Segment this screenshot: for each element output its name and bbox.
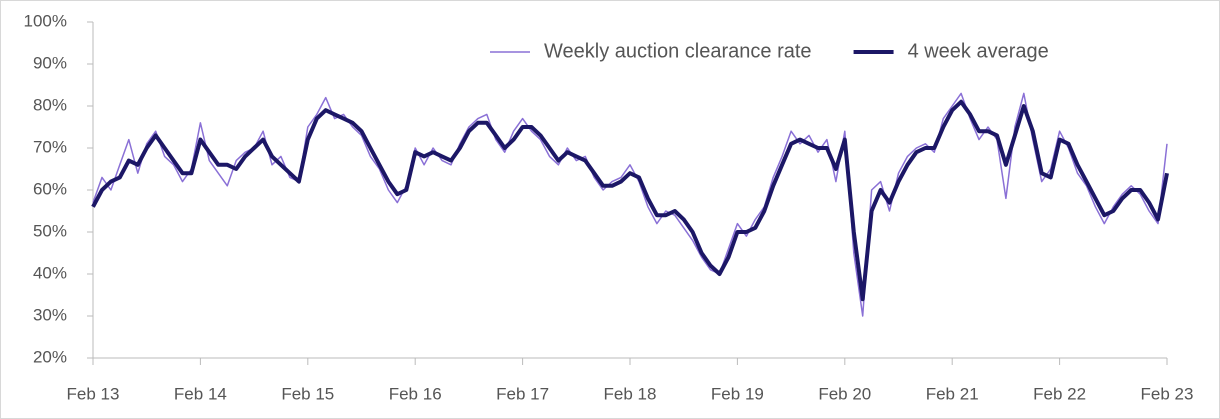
- x-tick-label: Feb 20: [818, 384, 871, 403]
- y-tick-label: 70%: [33, 137, 67, 156]
- x-tick-label: Feb 21: [926, 384, 979, 403]
- y-tick-label: 30%: [33, 305, 67, 324]
- y-tick-label: 100%: [24, 11, 67, 30]
- x-tick-label: Feb 23: [1141, 384, 1194, 403]
- x-tick-label: Feb 13: [67, 384, 120, 403]
- legend-label: 4 week average: [908, 40, 1049, 62]
- y-tick-label: 60%: [33, 179, 67, 198]
- line-series: [91, 99, 1169, 302]
- x-tick-label: Feb 18: [604, 384, 657, 403]
- line-series: [92, 92, 1168, 317]
- x-tick-label: Feb 19: [711, 384, 764, 403]
- x-tick-label: Feb 14: [174, 384, 227, 403]
- legend-label: Weekly auction clearance rate: [544, 40, 812, 62]
- x-tick-label: Feb 16: [389, 384, 442, 403]
- x-tick-label: Feb 15: [281, 384, 334, 403]
- y-tick-label: 80%: [33, 95, 67, 114]
- x-tick-label: Feb 17: [496, 384, 549, 403]
- x-tick-label: Feb 22: [1033, 384, 1086, 403]
- y-tick-label: 50%: [33, 221, 67, 240]
- y-tick-label: 40%: [33, 263, 67, 282]
- y-tick-label: 20%: [33, 347, 67, 366]
- y-tick-label: 90%: [33, 53, 67, 72]
